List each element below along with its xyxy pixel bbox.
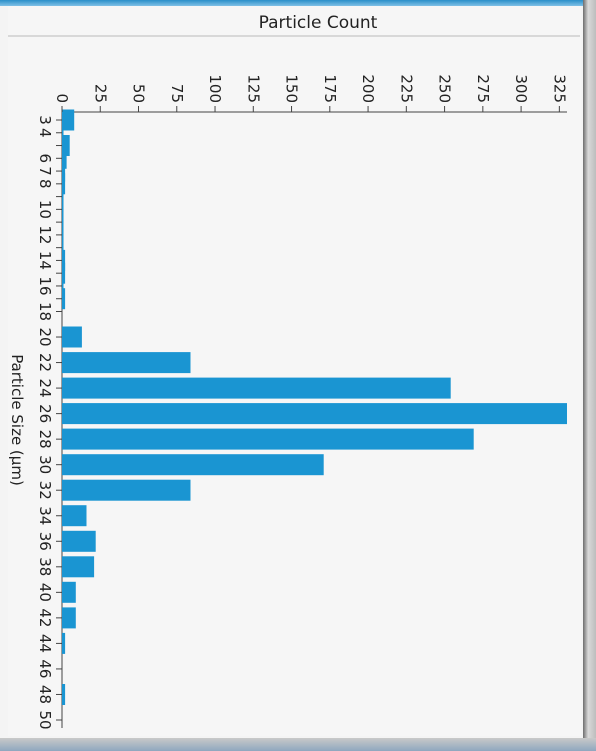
x-tick-label-14: 14: [36, 251, 54, 270]
x-ticks-group: 3467810121416182022242628303234363840424…: [36, 115, 62, 730]
y-tick-label-150: 150: [283, 74, 301, 103]
x-tick-label-3: 3: [36, 115, 54, 125]
bar-20: [62, 326, 82, 348]
bar-42: [62, 607, 76, 629]
x-tick-label-8: 8: [36, 179, 54, 189]
x-tick-label-4: 4: [36, 128, 54, 138]
bar-40: [62, 581, 76, 603]
right-window-frame: [583, 0, 596, 751]
y-tick-label-225: 225: [397, 74, 415, 103]
x-tick-label-12: 12: [36, 225, 54, 244]
x-tick-label-40: 40: [36, 583, 54, 602]
y-tick-label-75: 75: [168, 84, 186, 103]
y-tick-label-250: 250: [436, 74, 454, 103]
x-tick-label-44: 44: [36, 634, 54, 653]
bar-36: [62, 530, 96, 552]
y-tick-label-25: 25: [91, 84, 109, 103]
plot-area: 0 25 50 75 100 125 150 175 200 225 250 275 300 325 34…: [8, 74, 568, 729]
y-tick-label-200: 200: [359, 74, 377, 103]
x-tick-label-20: 20: [36, 327, 54, 346]
bar-24: [62, 377, 451, 399]
window-title-strip: [0, 0, 596, 6]
y-tick-label-50: 50: [130, 84, 148, 103]
x-tick-label-26: 26: [36, 404, 54, 423]
bar-48: [62, 684, 66, 705]
x-tick-label-28: 28: [36, 430, 54, 449]
x-tick-label-46: 46: [36, 659, 54, 678]
x-tick-label-30: 30: [36, 455, 54, 474]
bottom-window-frame: [0, 738, 596, 751]
x-tick-label-16: 16: [36, 276, 54, 295]
x-tick-label-18: 18: [36, 302, 54, 321]
x-tick-label-48: 48: [36, 685, 54, 704]
x-tick-label-6: 6: [36, 154, 54, 164]
bar-44: [62, 632, 66, 654]
y-ticks-group: 0 25 50 75 100 125 150 175 200 225 250 275 300 325: [53, 74, 568, 112]
bar-28: [62, 428, 474, 450]
x-tick-label-22: 22: [36, 353, 54, 372]
y-tick-label-175: 175: [321, 74, 339, 103]
bar-32: [62, 479, 191, 501]
x-tick-label-50: 50: [36, 710, 54, 729]
x-tick-label-10: 10: [36, 200, 54, 219]
x-tick-label-42: 42: [36, 608, 54, 627]
y-tick-label-100: 100: [206, 74, 224, 103]
x-tick-label-34: 34: [36, 506, 54, 525]
y-tick-label-325: 325: [550, 74, 568, 103]
x-tick-label-24: 24: [36, 379, 54, 398]
bar-34: [62, 505, 87, 527]
x-tick-label-38: 38: [36, 557, 54, 576]
x-tick-label-7: 7: [36, 166, 54, 176]
x-tick-label-36: 36: [36, 532, 54, 551]
bar-38: [62, 556, 95, 578]
x-axis-label: Particle Size (µm): [8, 354, 26, 486]
bar-26: [62, 403, 567, 425]
chart-title: Particle Count: [259, 13, 378, 33]
bar-22: [62, 352, 191, 374]
y-tick-label-275: 275: [474, 74, 492, 103]
bar-3: [62, 109, 75, 131]
y-tick-label-300: 300: [512, 74, 530, 103]
bars-group: [62, 109, 567, 705]
bar-30: [62, 454, 324, 476]
y-tick-label-125: 125: [244, 74, 262, 103]
bar-17: [62, 288, 66, 310]
y-tick-label-0: 0: [53, 93, 71, 103]
x-tick-label-32: 32: [36, 481, 54, 500]
